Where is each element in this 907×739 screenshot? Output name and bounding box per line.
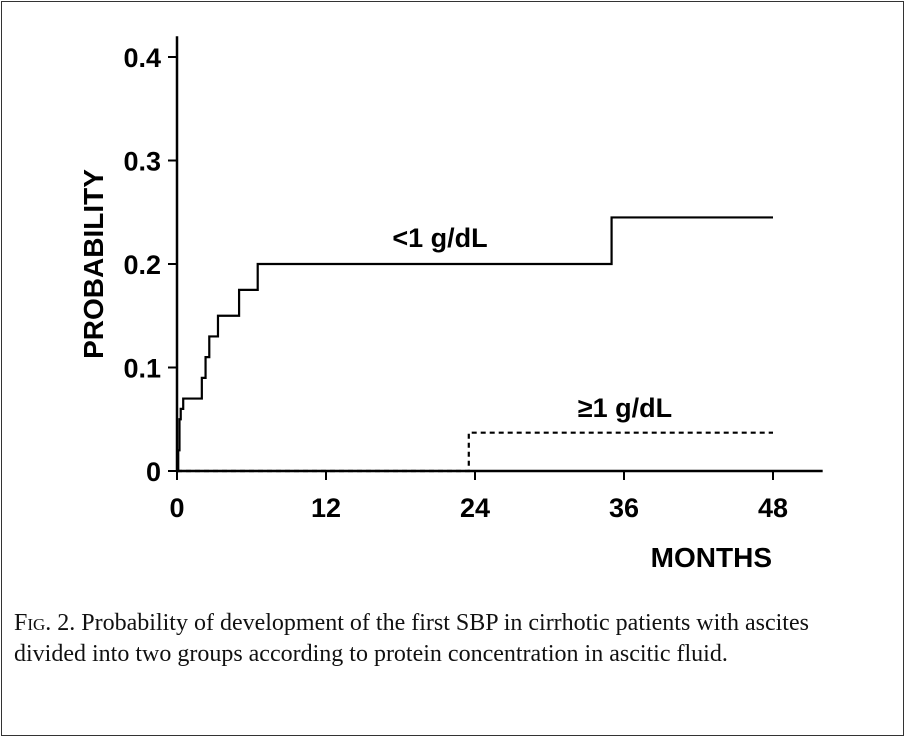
x-axis-title: MONTHS [651, 542, 772, 573]
y-tick-label: 0.3 [123, 147, 161, 177]
y-tick-label: 0.4 [123, 43, 161, 73]
y-tick-label: 0.1 [123, 354, 161, 384]
labels-layer: 0 0.1 0.2 0.3 0.4 0 12 24 36 48 MONTHS PROBABILITY <… [78, 43, 788, 573]
caption-fig-label: Fig. 2. [14, 610, 76, 636]
series-label-1: ≥1 g/dL [578, 393, 672, 423]
caption-text: Probability of development of the first … [14, 610, 809, 667]
x-tick-label: 24 [460, 493, 490, 523]
y-axis-title: PROBABILITY [78, 169, 109, 359]
y-tick-label: 0.2 [123, 250, 161, 280]
kaplan-meier-chart: 0 0.1 0.2 0.3 0.4 0 12 24 36 48 MONTHS PROBABILITY <… [78, 36, 823, 573]
figure-caption: Fig. 2. Probability of development of th… [14, 608, 884, 670]
series-layer [177, 216, 773, 473]
series-line-0 [177, 216, 773, 473]
x-tick-label: 36 [609, 493, 639, 523]
series-line-1 [177, 431, 773, 473]
x-tick-label: 0 [169, 493, 184, 523]
x-tick-label: 12 [311, 493, 341, 523]
y-tick-label: 0 [146, 457, 161, 487]
series-label-0: <1 g/dL [392, 223, 487, 253]
x-tick-label: 48 [758, 493, 788, 523]
axes [168, 36, 823, 480]
